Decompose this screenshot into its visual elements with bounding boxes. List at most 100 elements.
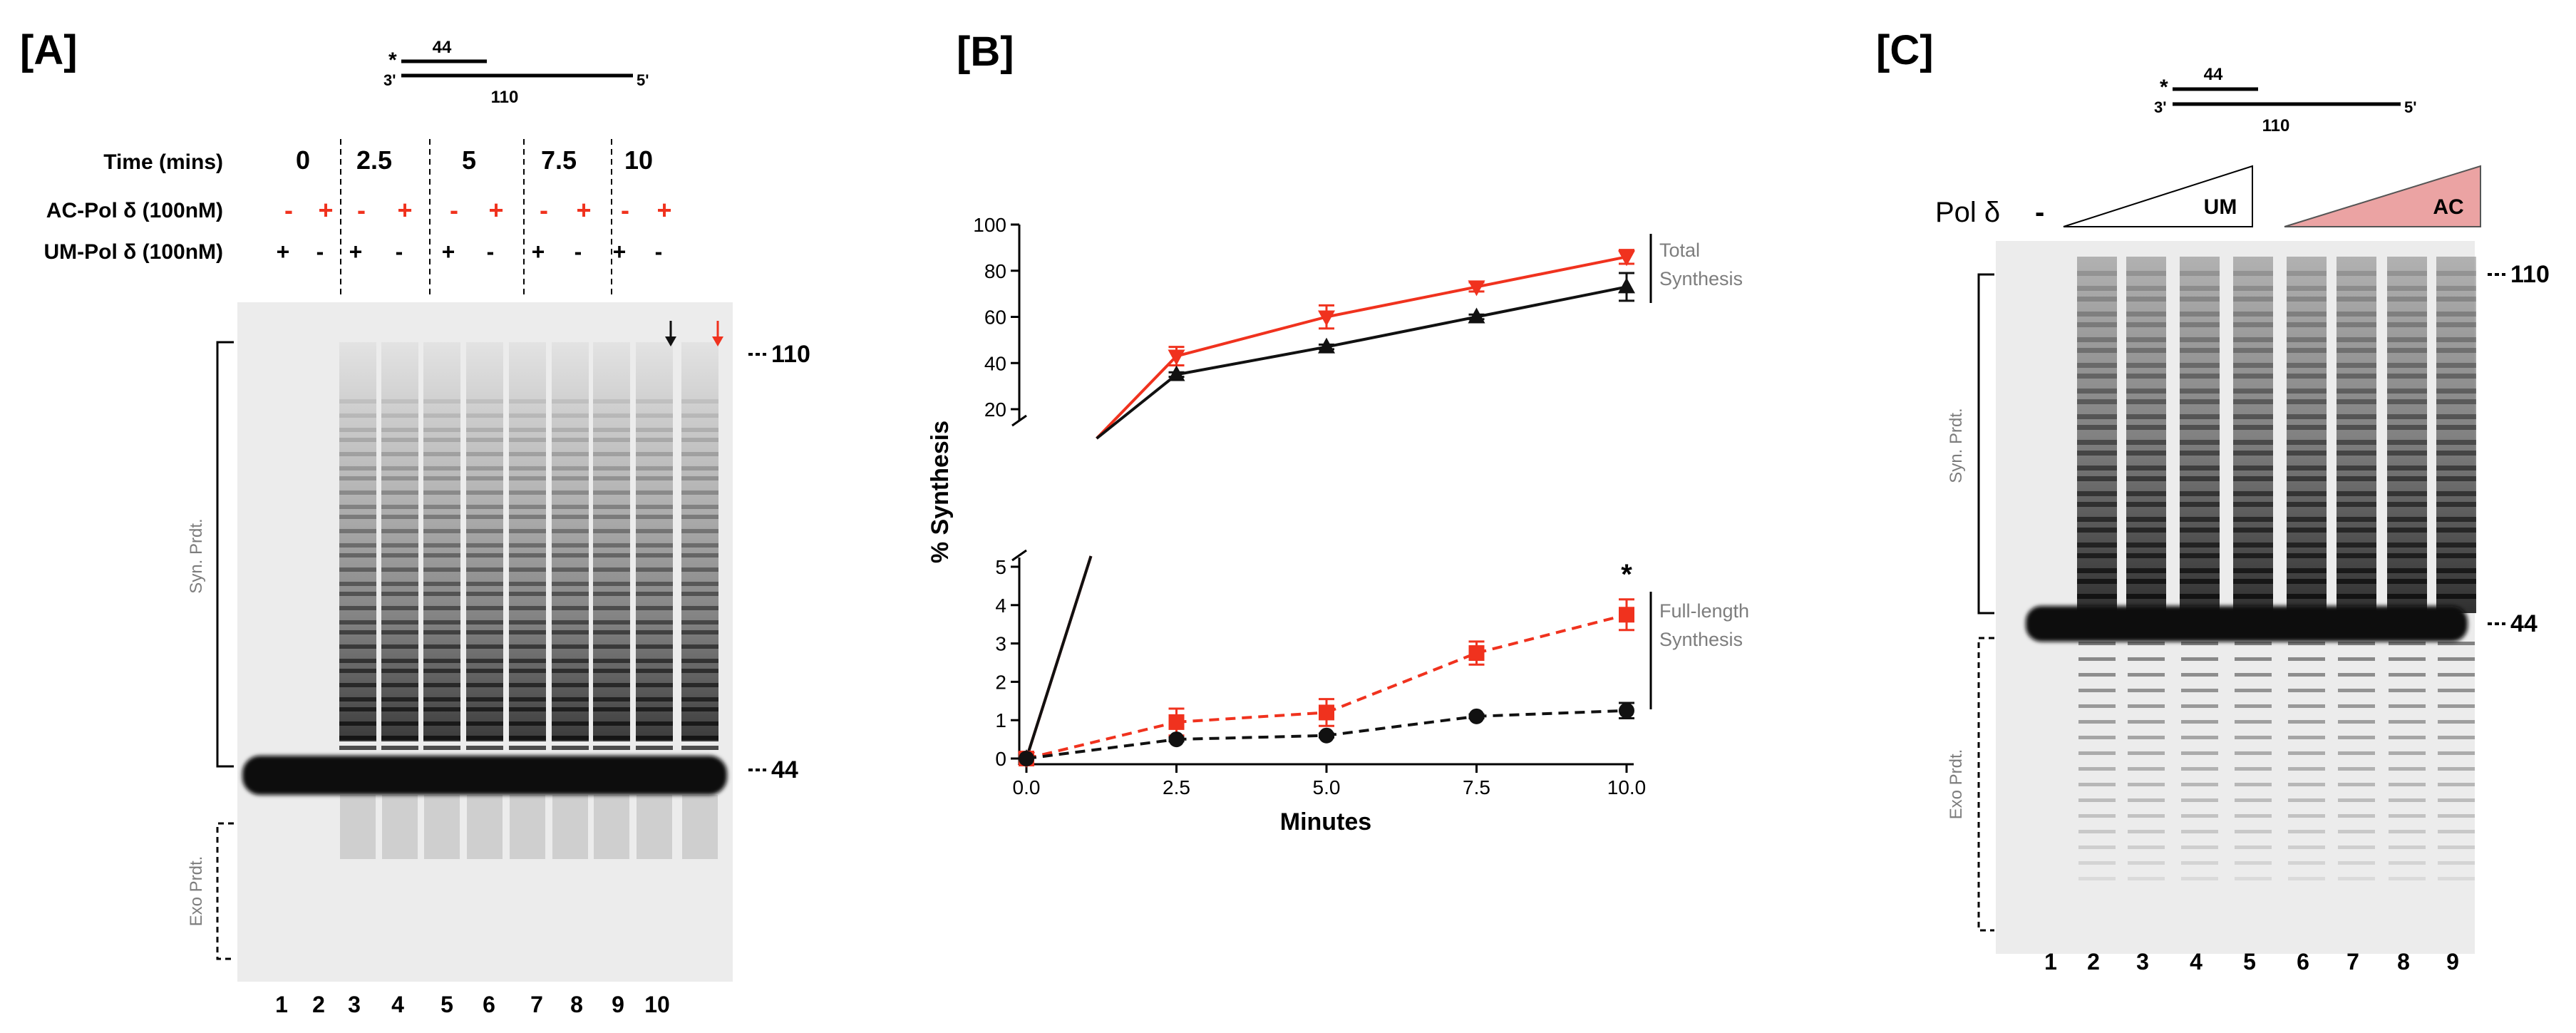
exo-band — [2128, 642, 2165, 645]
gel-band — [2436, 568, 2476, 573]
gel-lane-smear — [2387, 257, 2427, 613]
gel-band — [552, 630, 589, 634]
gel-band — [509, 490, 546, 495]
gel-band — [2077, 517, 2117, 522]
gel-band — [2436, 425, 2476, 430]
exo-band — [2078, 736, 2116, 739]
gel-band — [2126, 363, 2166, 368]
gel-band — [466, 582, 503, 586]
gel-lanes — [242, 342, 727, 859]
exo-band — [2078, 861, 2116, 865]
exo-band — [2181, 814, 2218, 818]
gel-band — [466, 606, 503, 610]
exo-band — [2338, 798, 2375, 802]
gel-band — [2337, 312, 2376, 317]
ac-sign: + — [397, 195, 412, 225]
exo-band — [2128, 689, 2165, 692]
lane-number: 6 — [483, 992, 495, 1017]
gel-band — [2126, 568, 2166, 573]
gel-band — [423, 476, 460, 480]
gel-band — [423, 543, 460, 548]
exo-band — [2078, 673, 2116, 677]
gel-band — [636, 630, 673, 634]
exo-band — [2181, 783, 2218, 786]
exo-band — [2389, 830, 2426, 833]
gel-band — [593, 466, 630, 471]
exo-smear — [682, 795, 718, 859]
gel-band — [2180, 399, 2220, 404]
exo-band — [2438, 673, 2475, 677]
gel-band — [2387, 502, 2427, 507]
gel-band — [2233, 297, 2273, 302]
exo-band — [2235, 642, 2272, 645]
exo-band — [2288, 689, 2325, 692]
gel-band — [2126, 476, 2166, 481]
gel-band — [2077, 553, 2117, 558]
gel-band — [636, 428, 673, 432]
gel-band — [552, 644, 589, 649]
gel-band — [423, 669, 460, 673]
lane-number: 3 — [348, 992, 361, 1017]
series-line — [1176, 711, 1327, 724]
gel-band — [681, 490, 718, 495]
exo-band — [2288, 767, 2325, 771]
ac-sign: + — [576, 195, 591, 225]
gel-band — [339, 620, 376, 625]
gel-band — [2387, 399, 2427, 404]
gel-band — [593, 582, 630, 586]
gel-band — [2287, 312, 2327, 317]
gel-band — [2387, 312, 2427, 317]
gel-band — [2337, 363, 2376, 368]
exo-band — [2235, 861, 2272, 865]
gel-band — [2180, 271, 2220, 276]
annotation-full-length: Full-length — [1659, 600, 1749, 622]
exo-band — [2338, 736, 2375, 739]
gel-lane-smear — [466, 342, 503, 741]
gel-band — [552, 428, 589, 432]
gel-band — [2436, 312, 2476, 317]
gel-band — [2233, 502, 2273, 507]
exo-bracket — [216, 822, 234, 960]
exo-smear — [552, 795, 588, 859]
exo-band — [2235, 720, 2272, 724]
gel-band — [339, 567, 376, 572]
gel-band — [2126, 466, 2166, 471]
gel-band — [423, 736, 460, 740]
exo-band — [2181, 846, 2218, 849]
gel-band — [593, 413, 630, 418]
panel-a-gel — [237, 302, 733, 982]
exo-band — [2181, 642, 2218, 645]
gel-band — [381, 606, 418, 610]
lane-number: 10 — [644, 992, 670, 1017]
exo-band — [2389, 783, 2426, 786]
primer-band — [242, 756, 727, 795]
gel-band — [552, 505, 589, 509]
gel-band — [681, 505, 718, 509]
exo-band — [2438, 798, 2475, 802]
annotation-total-synthesis: Synthesis — [1659, 268, 1743, 289]
lane-number: 5 — [441, 992, 453, 1017]
gel-band — [466, 707, 503, 711]
gel-lane-smear — [2077, 257, 2117, 613]
y-tick-label: 60 — [984, 307, 1006, 329]
gel-band — [339, 697, 376, 701]
gel-band — [423, 490, 460, 495]
synthesis-chart: 20 40 60 80 100 0 1 2 3 4 5 0.0 2.5 5.0 7.5 10.0 Minutes… — [927, 214, 1749, 836]
gel-band — [339, 683, 376, 687]
gel-band — [509, 543, 546, 548]
um-sign: + — [613, 239, 627, 264]
time-labels: 0 2.5 5 7.5 10 — [296, 145, 653, 175]
gel-band — [636, 644, 673, 649]
gel-band — [2180, 451, 2220, 456]
gel-band — [2387, 553, 2427, 558]
gel-band — [552, 707, 589, 711]
gel-band — [2180, 374, 2220, 379]
gel-band — [339, 553, 376, 557]
gel-band — [339, 746, 376, 750]
exo-band — [2288, 783, 2325, 786]
gel-band — [636, 490, 673, 495]
exo-band — [2438, 642, 2475, 645]
exo-band — [2235, 814, 2272, 818]
gel-band — [2180, 389, 2220, 394]
